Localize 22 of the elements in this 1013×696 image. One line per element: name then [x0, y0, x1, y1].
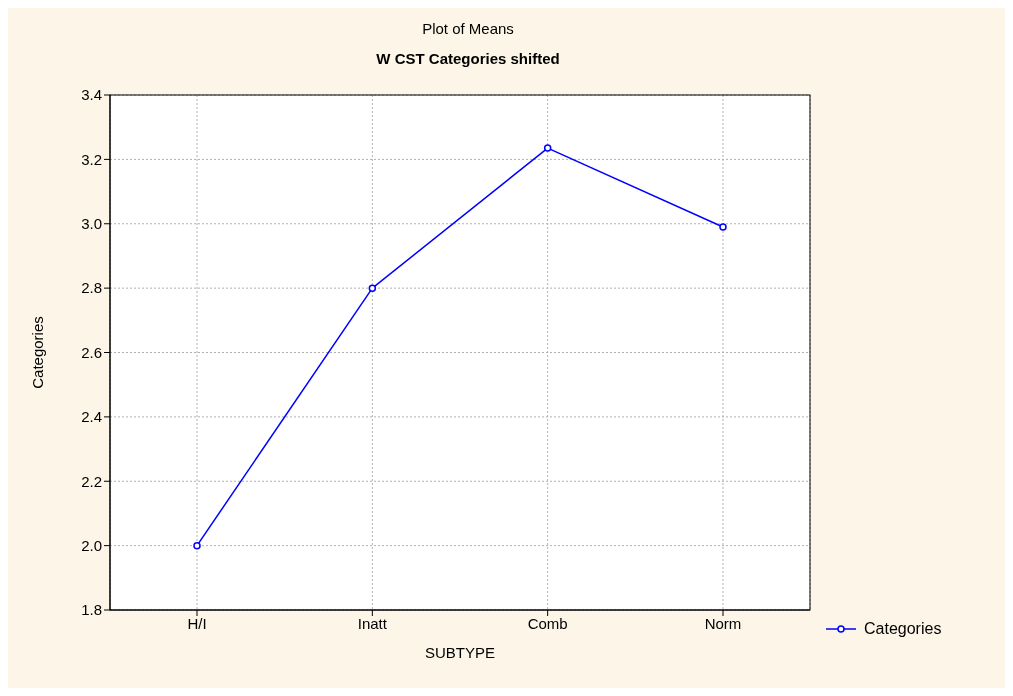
- y-axis-title: Categories: [29, 316, 47, 389]
- y-tick-label: 3.2: [81, 150, 102, 168]
- point: [719, 223, 727, 231]
- y-tick-label: 1.8: [81, 601, 102, 619]
- point: [193, 541, 201, 550]
- y-tick-label: 2.0: [81, 536, 102, 554]
- chart-subtitle: W CST Categories shifted: [375, 50, 561, 67]
- x-tick-label: H/I: [187, 614, 207, 632]
- legend-label: Categories: [864, 620, 942, 638]
- y-tick-label: 2.4: [81, 408, 102, 426]
- x-axis-title: SUBTYPE: [424, 644, 496, 661]
- y-tick-label: 2.2: [81, 472, 102, 490]
- point: [368, 284, 377, 292]
- y-tick-label: 2.8: [81, 279, 102, 297]
- y-tick-label: 3.0: [81, 215, 102, 233]
- chart-title: Plot of Means: [421, 20, 515, 37]
- x-tick-label: Comb: [527, 614, 568, 632]
- x-tick-label: Norm: [704, 614, 742, 632]
- y-tick-label: 3.4: [81, 86, 102, 104]
- y-tick-label: 2.6: [81, 343, 102, 361]
- point: [543, 144, 552, 152]
- x-tick-label: Inatt: [357, 614, 388, 632]
